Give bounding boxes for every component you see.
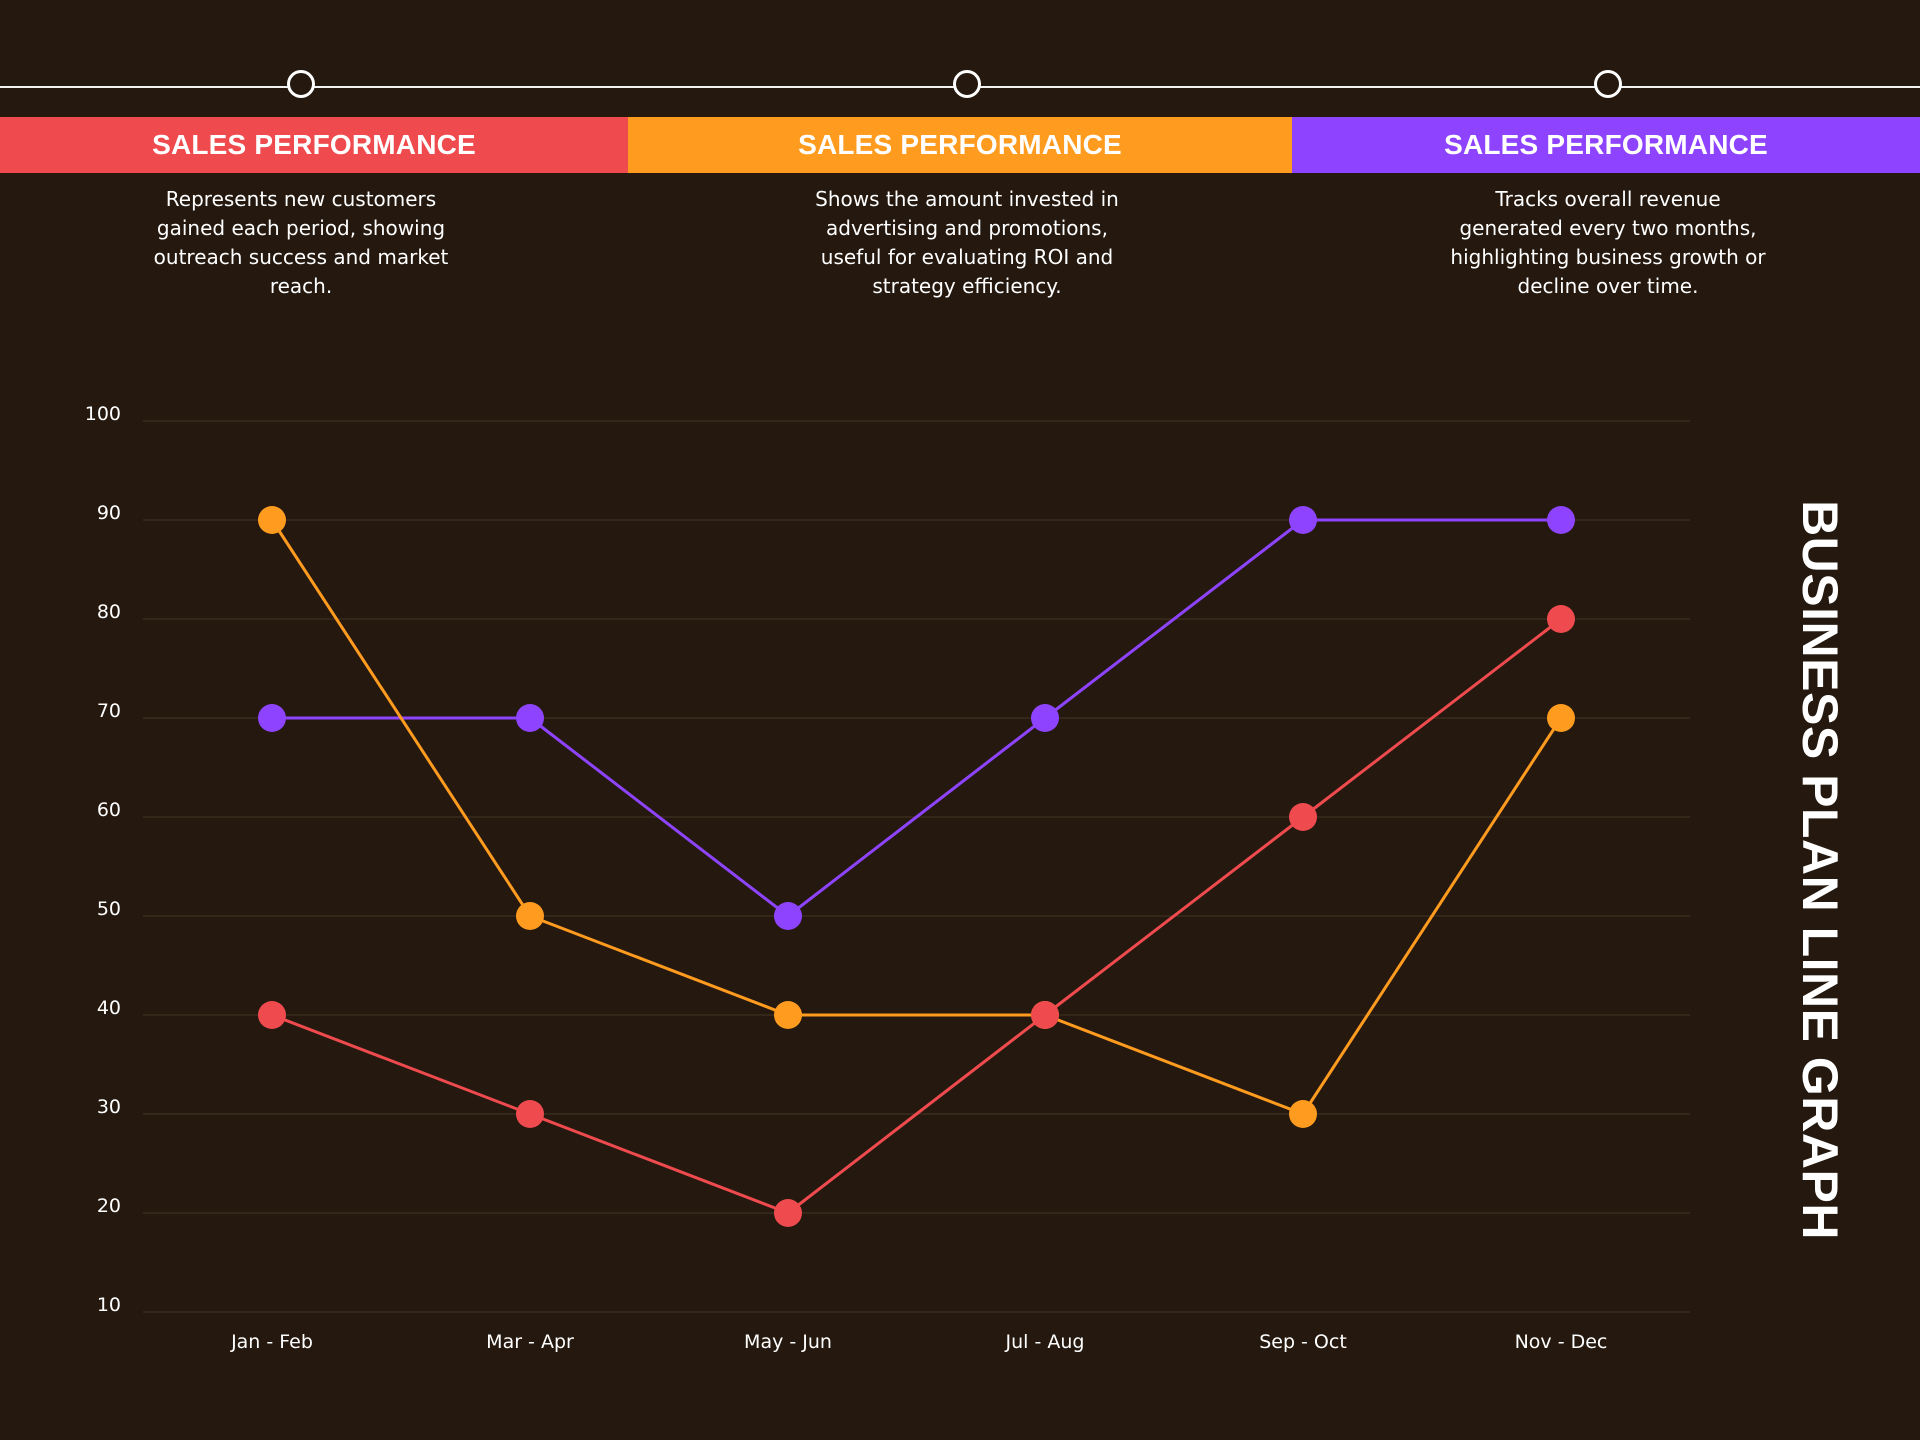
header-description: Shows the amount invested in advertising… [815, 187, 1119, 298]
data-point-series-1 [1547, 506, 1575, 534]
x-tick-label: Jan - Feb [230, 1331, 313, 1353]
y-tick-label: 80 [97, 601, 121, 623]
series-line-1 [272, 518, 1561, 918]
data-point-series-3 [258, 1001, 286, 1029]
data-point-series-2 [1547, 704, 1575, 732]
header-banner-new-customers: SALES PERFORMANCE [0, 117, 628, 173]
timeline-marker-1 [287, 70, 315, 98]
header-description: Represents new customers gained each per… [153, 187, 449, 298]
data-point-series-3 [516, 1100, 544, 1128]
data-point-series-2 [1289, 1100, 1317, 1128]
data-point-series-2 [258, 506, 286, 534]
series-points [258, 506, 1575, 1227]
data-point-series-1 [1031, 704, 1059, 732]
x-tick-label: Jul - Aug [1005, 1331, 1085, 1353]
y-tick-label: 60 [97, 799, 121, 821]
y-tick-label: 90 [97, 502, 121, 524]
y-tick-label: 10 [97, 1294, 121, 1316]
chart-title: BUSINESS PLAN LINE GRAPH [1792, 500, 1848, 1240]
data-point-series-1 [516, 704, 544, 732]
data-point-series-2 [774, 1001, 802, 1029]
y-tick-label: 50 [97, 898, 121, 920]
x-tick-label: Mar - Apr [486, 1331, 574, 1353]
header-title: SALES PERFORMANCE [152, 129, 476, 160]
y-tick-label: 30 [97, 1096, 121, 1118]
x-tick-label: Sep - Oct [1259, 1331, 1347, 1353]
y-tick-label: 100 [85, 403, 121, 425]
header-description: Tracks overall revenue generated every t… [1450, 187, 1766, 298]
timeline-marker-3 [1594, 70, 1622, 98]
data-point-series-3 [1031, 1001, 1059, 1029]
timeline-marker-2 [953, 70, 981, 98]
y-tick-label: 20 [97, 1195, 121, 1217]
data-point-series-2 [516, 902, 544, 930]
series-line-3 [271, 617, 1562, 1215]
x-tick-label: May - Jun [744, 1331, 832, 1353]
grid-lines [143, 420, 1690, 1313]
header-title: SALES PERFORMANCE [1444, 129, 1768, 160]
x-tick-label: Nov - Dec [1515, 1331, 1608, 1353]
data-point-series-3 [1289, 803, 1317, 831]
data-point-series-1 [258, 704, 286, 732]
series-lines [270, 518, 1563, 1215]
data-point-series-3 [774, 1199, 802, 1227]
header-banner-revenue: SALES PERFORMANCE [1292, 117, 1920, 173]
x-axis-ticks: Jan - Feb Mar - Apr May - Jun Jul - Aug Sep … [230, 1331, 1607, 1353]
y-tick-label: 40 [97, 997, 121, 1019]
header-banner-advertising: SALES PERFORMANCE [628, 117, 1292, 173]
data-point-series-1 [774, 902, 802, 930]
series-line-2 [270, 519, 1563, 1116]
y-axis-ticks: 100 90 80 70 60 50 40 30 20 10 [85, 403, 121, 1316]
header-title: SALES PERFORMANCE [798, 129, 1122, 160]
data-point-series-1 [1289, 506, 1317, 534]
data-point-series-3 [1547, 605, 1575, 633]
y-tick-label: 70 [97, 700, 121, 722]
